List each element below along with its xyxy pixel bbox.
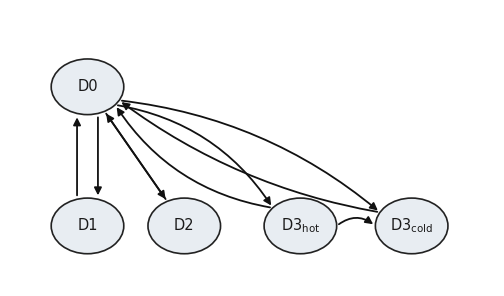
Ellipse shape [148, 198, 221, 254]
Text: $\mathregular{D3}_{\mathregular{cold}}$: $\mathregular{D3}_{\mathregular{cold}}$ [390, 217, 433, 235]
Text: D2: D2 [174, 218, 195, 234]
Ellipse shape [264, 198, 337, 254]
Text: D0: D0 [77, 79, 98, 94]
Text: $\mathregular{D3}_{\mathregular{hot}}$: $\mathregular{D3}_{\mathregular{hot}}$ [281, 217, 320, 235]
Ellipse shape [51, 198, 124, 254]
Text: D1: D1 [77, 218, 98, 234]
Ellipse shape [51, 59, 124, 115]
Ellipse shape [375, 198, 448, 254]
